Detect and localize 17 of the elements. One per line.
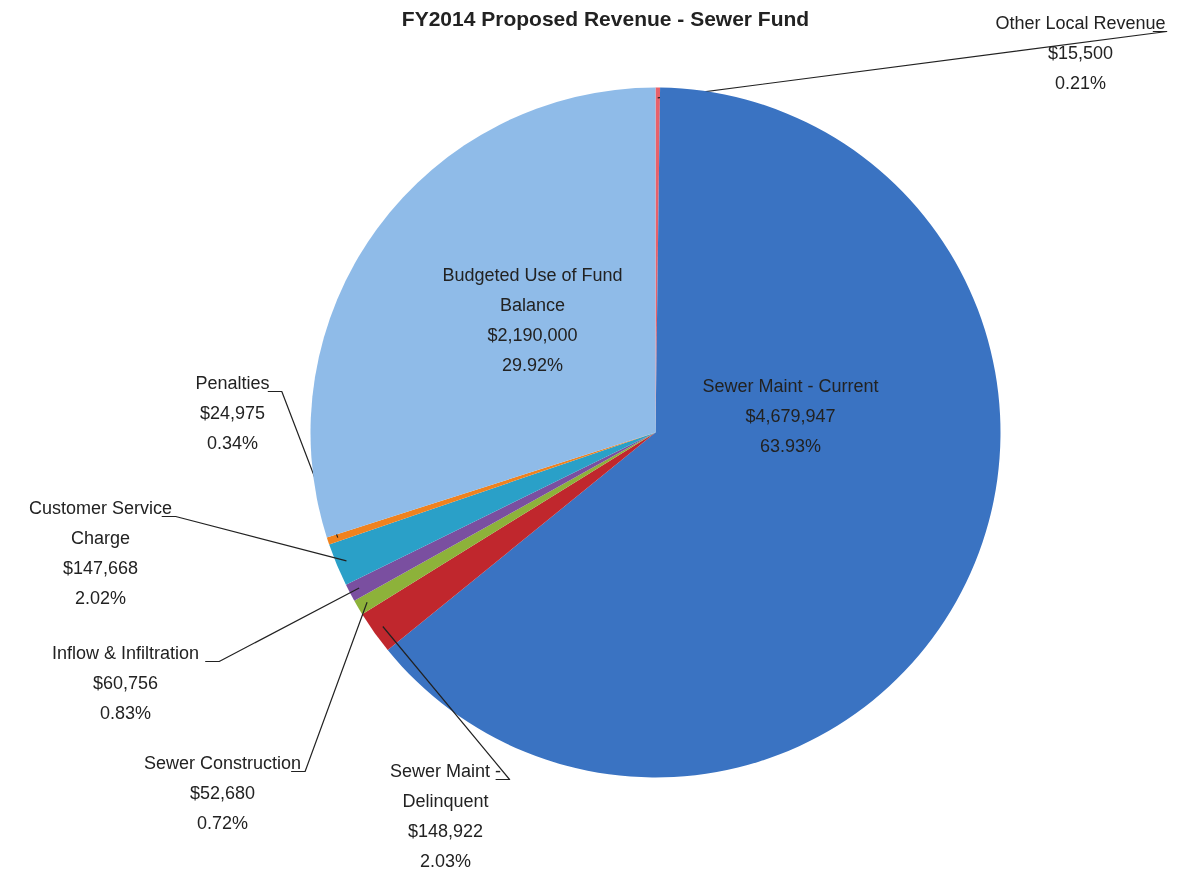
slice-label: Sewer Maint - Current (702, 375, 879, 396)
slice-label: Inflow & Infiltration (51, 642, 200, 663)
slice-label: Penalties (195, 372, 270, 393)
slice-label: Customer Service Charge (28, 497, 173, 548)
data-label: $15,500 0.21% (1047, 42, 1114, 93)
slice-label: Sewer Maint - Delinquent (389, 760, 502, 811)
data-label: $2,190,000 29.92% (487, 324, 578, 375)
data-label: $60,756 0.83% (92, 672, 159, 723)
slice-label: Other Local Revenue (995, 12, 1166, 33)
slice-label: Sewer Construction (143, 752, 302, 773)
slice-label: Budgeted Use of Fund Balance (442, 264, 623, 315)
chart-title: FY2014 Proposed Revenue - Sewer Fund (401, 7, 810, 30)
data-label: $52,680 0.72% (189, 782, 256, 833)
data-label: $24,975 0.34% (199, 402, 266, 453)
data-label: $148,922 2.03% (407, 820, 484, 871)
data-label: $4,679,947 63.93% (745, 405, 836, 456)
data-label: $147,668 2.02% (62, 557, 139, 608)
